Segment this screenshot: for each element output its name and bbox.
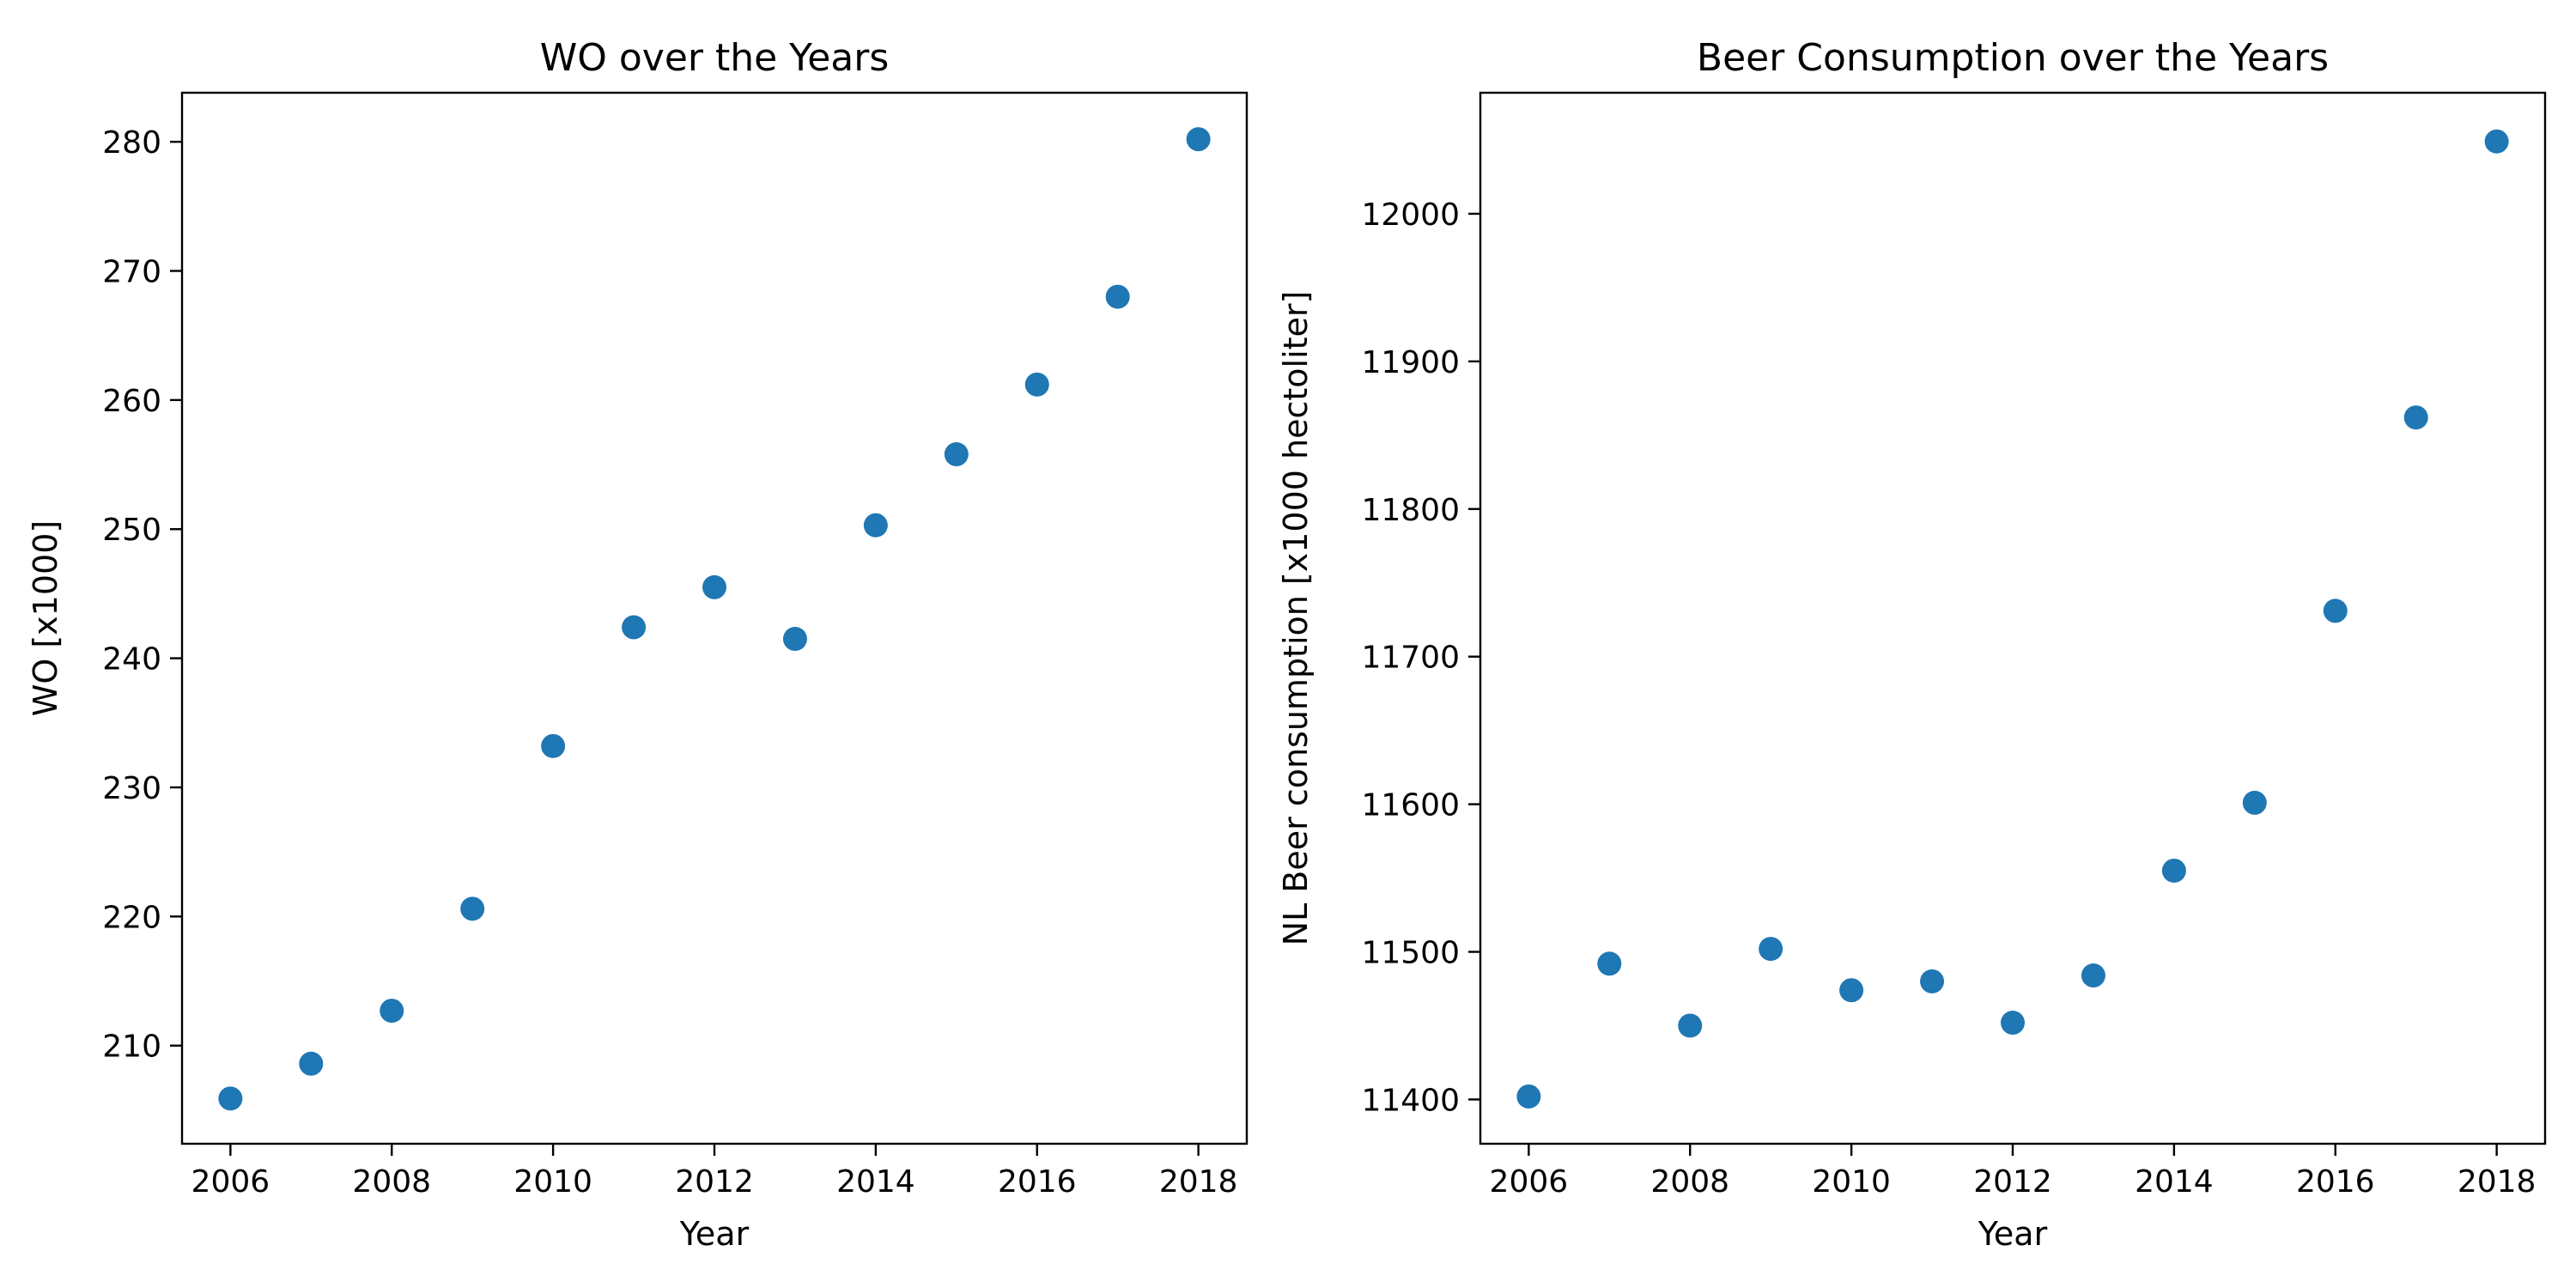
beer-data-point bbox=[2403, 405, 2428, 430]
beer-x-tick-label: 2008 bbox=[1650, 1164, 1729, 1200]
beer-x-tick-label: 2016 bbox=[2296, 1164, 2375, 1200]
beer-data-point bbox=[2242, 790, 2267, 815]
wo-x-tick-label: 2008 bbox=[352, 1164, 431, 1200]
wo-y-tick-label: 270 bbox=[102, 255, 161, 290]
wo-data-point bbox=[460, 896, 485, 921]
wo-data-point bbox=[702, 574, 726, 599]
beer-y-tick-label: 11800 bbox=[1361, 493, 1460, 528]
beer-data-point bbox=[2484, 129, 2509, 154]
beer-x-tick-label: 2018 bbox=[2458, 1164, 2537, 1200]
wo-x-tick-label: 2006 bbox=[191, 1164, 270, 1200]
beer-y-tick-label: 11400 bbox=[1361, 1083, 1460, 1118]
wo-y-tick-label: 280 bbox=[102, 125, 161, 161]
wo-y-tick-label: 250 bbox=[102, 513, 161, 548]
beer-data-point bbox=[1759, 937, 1783, 962]
wo-data-point bbox=[380, 999, 404, 1024]
wo-x-tick-label: 2014 bbox=[836, 1164, 915, 1200]
beer-y-tick-label: 12000 bbox=[1361, 197, 1460, 233]
wo-data-point bbox=[541, 733, 566, 758]
beer-x-tick-label: 2010 bbox=[1812, 1164, 1891, 1200]
wo-y-tick-label: 240 bbox=[102, 642, 161, 677]
wo-x-tick-label: 2016 bbox=[998, 1164, 1077, 1200]
wo-data-point bbox=[299, 1051, 324, 1076]
beer-data-point bbox=[2001, 1011, 2025, 1036]
beer-chart: Beer Consumption over the Years 2006 2008 2… bbox=[1277, 36, 2547, 1253]
beer-x-axis-label: Year bbox=[1978, 1215, 2048, 1253]
beer-data-point bbox=[1597, 951, 1622, 976]
wo-y-axis-label: WO [x1000] bbox=[27, 520, 64, 716]
beer-x-tick-label: 2006 bbox=[1490, 1164, 1569, 1200]
beer-data-point bbox=[1678, 1013, 1703, 1038]
wo-chart: WO over the Years 2006 2008 2010 2012 2014 201… bbox=[27, 36, 1249, 1253]
wo-data-point bbox=[782, 627, 807, 652]
wo-data-point bbox=[622, 615, 647, 640]
beer-y-tick-label: 11700 bbox=[1361, 641, 1460, 676]
beer-x-tick-label: 2012 bbox=[1973, 1164, 2052, 1200]
wo-chart-title: WO over the Years bbox=[540, 36, 890, 80]
wo-y-tick-label: 260 bbox=[102, 384, 161, 419]
wo-data-point bbox=[944, 442, 969, 467]
beer-y-tick-label: 11600 bbox=[1361, 788, 1460, 823]
wo-y-tick-label: 210 bbox=[102, 1030, 161, 1065]
beer-data-point bbox=[1516, 1084, 1541, 1109]
beer-chart-title: Beer Consumption over the Years bbox=[1697, 36, 2329, 80]
wo-data-point bbox=[1024, 372, 1049, 397]
beer-data-point bbox=[1839, 978, 1864, 1003]
wo-data-point bbox=[218, 1086, 243, 1111]
beer-data-point bbox=[2161, 858, 2186, 883]
beer-data-point bbox=[1920, 969, 1945, 993]
wo-y-tick-label: 230 bbox=[102, 771, 161, 806]
beer-y-tick-label: 11500 bbox=[1361, 936, 1460, 971]
beer-x-tick-label: 2014 bbox=[2135, 1164, 2214, 1200]
wo-data-point bbox=[863, 513, 888, 538]
wo-x-tick-label: 2012 bbox=[675, 1164, 754, 1200]
wo-x-axis-label: Year bbox=[679, 1215, 750, 1253]
wo-data-point bbox=[1105, 284, 1130, 309]
wo-y-tick-label: 220 bbox=[102, 900, 161, 935]
beer-data-point bbox=[2323, 598, 2348, 623]
beer-y-axis-label: NL Beer consumption [x1000 hectoliter] bbox=[1277, 291, 1315, 946]
wo-x-tick-label: 2010 bbox=[513, 1164, 592, 1200]
wo-x-tick-label: 2018 bbox=[1159, 1164, 1238, 1200]
beer-y-tick-label: 11900 bbox=[1361, 345, 1460, 380]
wo-data-point bbox=[1186, 127, 1211, 152]
beer-data-point bbox=[2081, 963, 2105, 988]
